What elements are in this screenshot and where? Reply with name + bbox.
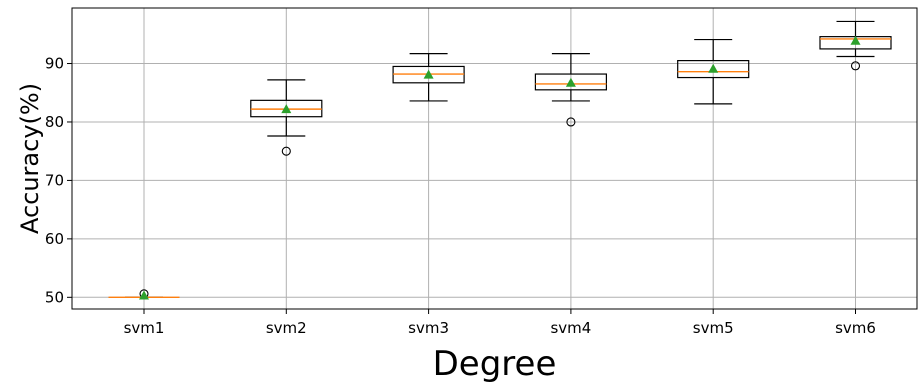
boxes: [108, 20, 892, 300]
x-ticks: svm1 svm2 svm3 svm4 svm5 svm6: [124, 309, 876, 337]
plot-frame: [71, 7, 918, 310]
grid-lines: [72, 8, 917, 309]
box-svm2: [250, 79, 323, 156]
outlier-point: [850, 61, 861, 71]
mean-marker: [708, 63, 719, 73]
outlier-point: [281, 146, 291, 156]
y-tick-label: 50: [45, 288, 64, 306]
y-tick-label: 70: [45, 171, 64, 189]
box-svm1: [108, 289, 180, 300]
box-svm3: [392, 52, 465, 102]
outlier-point: [566, 117, 576, 127]
mean-marker: [281, 104, 292, 114]
y-ticks: 50 60 70 80 90: [45, 55, 72, 306]
box-svm5: [677, 38, 750, 105]
y-axis-title: Accuracy(%): [16, 83, 44, 234]
mean-marker: [565, 77, 576, 87]
x-tick-label: svm4: [550, 319, 591, 337]
box-body: [677, 60, 750, 79]
x-tick-label: svm2: [266, 319, 307, 337]
x-tick-label: svm5: [693, 319, 734, 337]
mean-marker: [139, 290, 149, 300]
y-tick-label: 60: [45, 230, 64, 248]
x-tick-label: svm3: [408, 319, 449, 337]
x-tick-label: svm6: [835, 319, 876, 337]
mean-marker: [423, 69, 434, 79]
x-axis-title: Degree: [433, 344, 557, 384]
box-svm4: [534, 52, 608, 127]
box-body: [534, 73, 608, 91]
mean-marker: [850, 35, 861, 45]
y-tick-label: 90: [45, 55, 64, 73]
x-tick-label: svm1: [124, 319, 165, 337]
box-svm6: [819, 20, 892, 71]
y-tick-label: 80: [45, 113, 64, 131]
